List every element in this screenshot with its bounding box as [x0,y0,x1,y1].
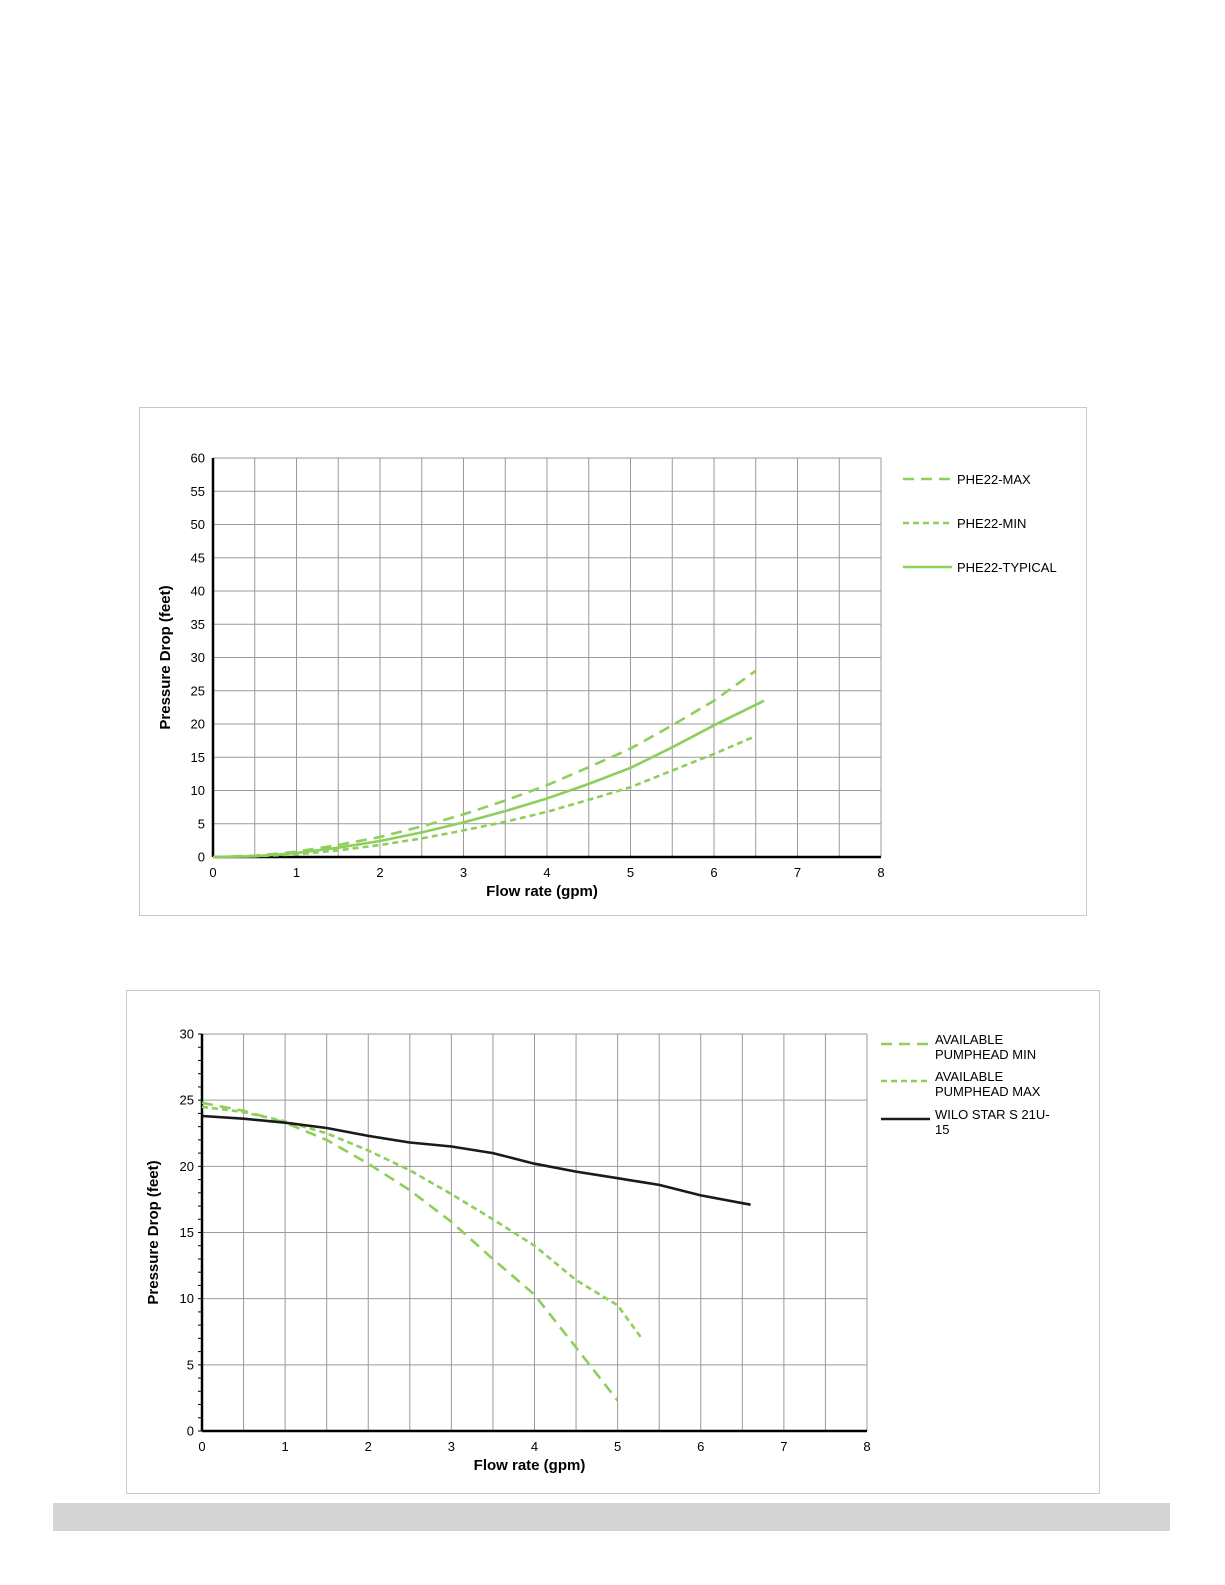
y-tick-label: 45 [191,550,205,565]
x-tick-label: 0 [209,865,216,880]
y-tick-label: 15 [191,750,205,765]
legend-label: AVAILABLE PUMPHEAD MIN [935,1032,1036,1062]
x-tick-label: 1 [293,865,300,880]
x-tick-label: 3 [448,1439,455,1454]
y-tick-label: 5 [198,816,205,831]
x-tick-label: 7 [794,865,801,880]
y-tick-label: 0 [187,1424,194,1439]
y-tick-label: 0 [198,850,205,865]
x-tick-label: 8 [877,865,884,880]
y-tick-label: 20 [180,1159,194,1174]
x-tick-label: 6 [710,865,717,880]
series-line-2 [212,699,765,859]
y-tick-label: 55 [191,484,205,499]
y-tick-label: 60 [191,451,205,466]
grid [201,1033,868,1432]
x-tick-label: 3 [460,865,467,880]
x-tick-label: 1 [282,1439,289,1454]
x-tick-label: 5 [627,865,634,880]
y-tick-label: 10 [191,783,205,798]
y-axis-label: Pressure Drop (feet) [145,1160,162,1304]
legend-label-line: AVAILABLE [935,1069,1003,1084]
legend-label-line: WILO STAR S 21U- [935,1107,1050,1122]
y-axis-label: Pressure Drop (feet) [157,585,174,729]
x-tick-label: 7 [780,1439,787,1454]
legend-label: AVAILABLE PUMPHEAD MAX [935,1069,1041,1099]
x-tick-label: 2 [376,865,383,880]
y-tick-label: 30 [180,1027,194,1042]
legend-label-line: PUMPHEAD MIN [935,1047,1036,1062]
x-axis-label: Flow rate (gpm) [486,883,598,900]
x-tick-label: 2 [365,1439,372,1454]
legend-label: WILO STAR S 21U-15 [935,1107,1050,1137]
x-tick-label: 8 [863,1439,870,1454]
x-tick-label: 5 [614,1439,621,1454]
y-tick-label: 20 [191,717,205,732]
x-tick-label: 0 [198,1439,205,1454]
y-tick-label: 25 [180,1093,194,1108]
x-tick-label: 6 [697,1439,704,1454]
series-line-1 [212,734,757,859]
y-tick-label: 25 [191,683,205,698]
legend-label: PHE22-MIN [957,516,1026,531]
legend-label: PHE22-TYPICAL [957,560,1057,575]
x-tick-label: 4 [543,865,550,880]
legend-label-line: AVAILABLE [935,1032,1003,1047]
y-tick-label: 50 [191,517,205,532]
x-axis-label: Flow rate (gpm) [474,1457,586,1474]
x-tick-label: 4 [531,1439,538,1454]
legend-label: PHE22-MAX [957,472,1031,487]
series-line-2 [201,1114,751,1206]
y-tick-label: 5 [187,1357,194,1372]
y-tick-label: 30 [191,650,205,665]
series-line-1 [201,1105,644,1341]
series-line-0 [212,669,757,859]
footer-bar [53,1503,1170,1531]
y-tick-label: 35 [191,617,205,632]
y-tick-label: 15 [180,1225,194,1240]
pumphead-chart-panel [126,990,1100,1494]
legend-label-line: 15 [935,1122,949,1137]
legend-label-line: PUMPHEAD MAX [935,1084,1041,1099]
grid [212,457,882,858]
y-tick-label: 40 [191,584,205,599]
y-tick-label: 10 [180,1291,194,1306]
